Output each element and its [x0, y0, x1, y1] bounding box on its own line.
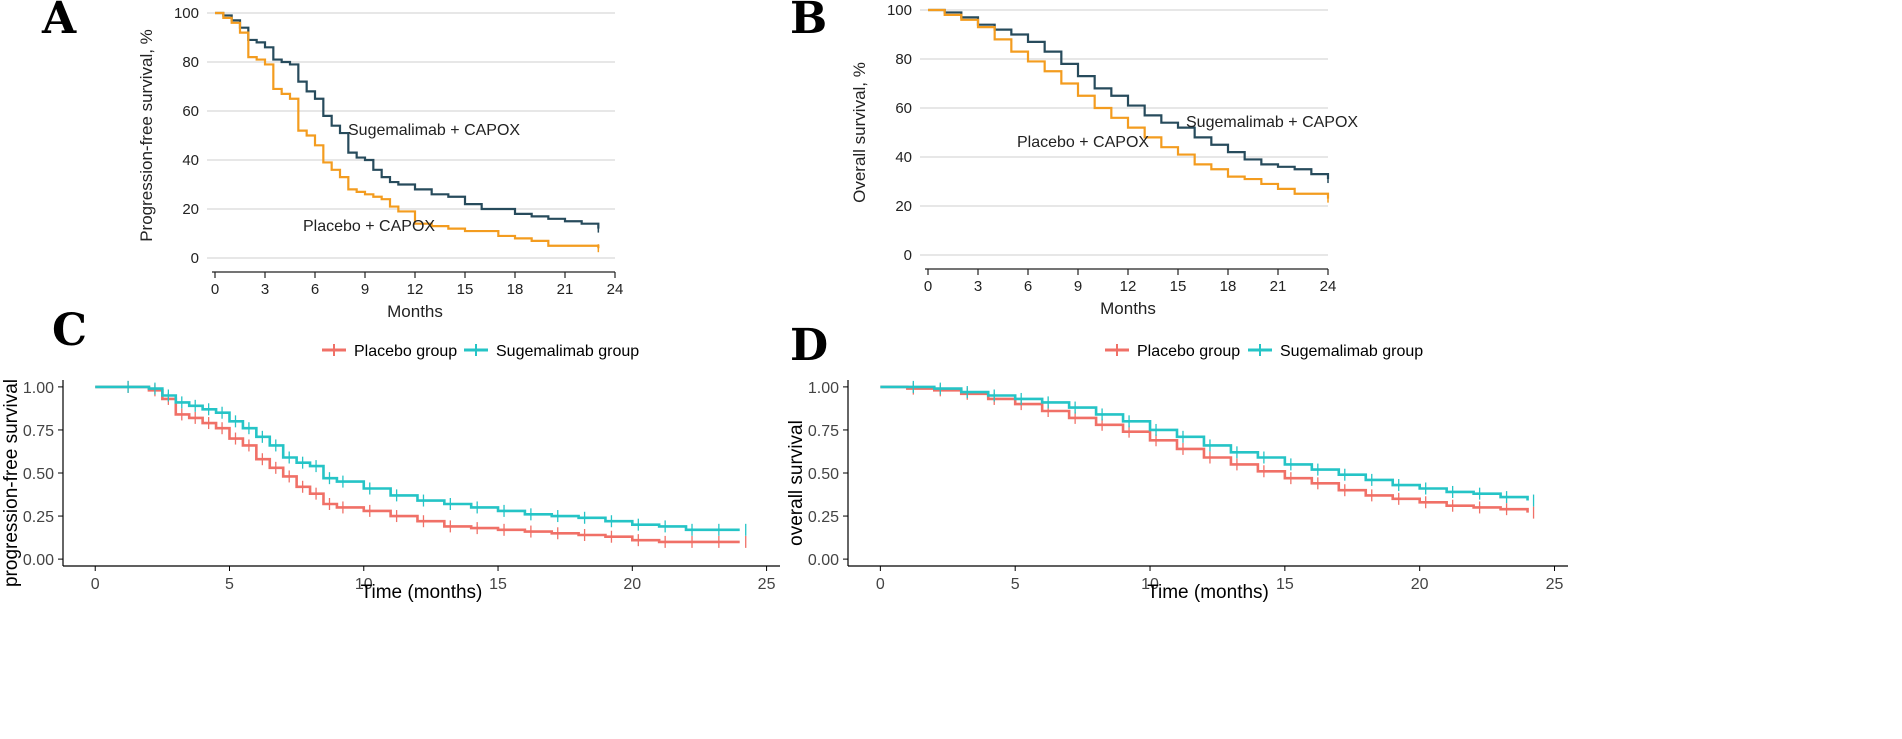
y-tick-label: 1.00: [808, 380, 839, 397]
y-axis-label: Overall survival, %: [850, 62, 869, 203]
panel-d: D 0.00 0.25 0.50 0.75 1.00 0 5 10 15 20 25 Time (mon…: [786, 320, 1568, 603]
y-tick-label: 40: [182, 152, 199, 169]
y-tick-label: 60: [895, 100, 912, 117]
y-tick-label: 0: [191, 250, 199, 267]
legend-label: Sugemalimab group: [496, 343, 639, 360]
y-tick-label: 0: [904, 247, 912, 264]
y-axis-label: progression-free survival: [1, 379, 22, 587]
x-tick-label: 5: [225, 576, 234, 593]
y-tick-label: 0.75: [23, 423, 54, 440]
x-tick-label: 20: [1411, 576, 1429, 593]
y-tick-label: 1.00: [23, 380, 54, 397]
y-tick-label: 0.50: [23, 466, 54, 483]
series-line-placebo-capox: [215, 11, 600, 249]
y-tick-label: 20: [895, 198, 912, 215]
x-tick-label: 6: [1024, 278, 1032, 295]
y-tick-label: 20: [182, 201, 199, 218]
y-tick-label: 80: [182, 54, 199, 71]
y-tick-label: 40: [895, 149, 912, 166]
panel-letter: B: [790, 0, 827, 44]
y-tick-label: 80: [895, 51, 912, 68]
x-tick-label: 3: [261, 281, 269, 298]
x-tick-label: 25: [1546, 576, 1564, 593]
x-tick-label: 24: [607, 281, 624, 298]
x-tick-label: 12: [1120, 278, 1137, 295]
panel-c: C 0.00 0.25 0.50 0.75 1.00 0 5 10 15 20 25 Time (mon…: [1, 305, 780, 603]
x-tick-label: 6: [311, 281, 319, 298]
x-tick-label: 18: [507, 281, 524, 298]
y-tick-label: 100: [174, 5, 199, 22]
series-line-placebo-capox: [928, 8, 1330, 199]
x-tick-label: 15: [1276, 576, 1294, 593]
x-tick-label: 21: [557, 281, 574, 298]
legend-label: Placebo group: [1137, 343, 1240, 360]
panel-letter: C: [52, 305, 87, 356]
x-axis-label: Time (months): [361, 582, 483, 603]
y-tick-label: 0.25: [808, 509, 839, 526]
x-tick-label: 15: [457, 281, 474, 298]
series-annotation: Sugemalimab + CAPOX: [348, 122, 520, 139]
panel-letter: A: [41, 0, 77, 44]
series-annotation: Placebo + CAPOX: [303, 218, 435, 235]
y-tick-label: 60: [182, 103, 199, 120]
x-tick-label: 3: [974, 278, 982, 295]
x-tick-label: 0: [211, 281, 219, 298]
x-tick-label: 9: [361, 281, 369, 298]
x-tick-label: 5: [1011, 576, 1020, 593]
panel-b: B 0 20 40 60 80 100 0 3 6 9 12 15 18 21 24 Months Overall…: [790, 0, 1358, 318]
y-axis-label: Progression-free survival, %: [137, 29, 156, 242]
x-tick-label: 15: [489, 576, 507, 593]
series-line-sugemalimab-capox: [215, 11, 600, 229]
series-line-sugemalimab-group: [880, 385, 1529, 501]
x-tick-label: 18: [1220, 278, 1237, 295]
x-tick-label: 12: [407, 281, 424, 298]
x-tick-label: 0: [91, 576, 100, 593]
x-tick-label: 15: [1170, 278, 1187, 295]
x-tick-label: 24: [1320, 278, 1337, 295]
legend-label: Placebo group: [354, 343, 457, 360]
x-tick-label: 25: [758, 576, 776, 593]
x-axis-label: Time (months): [1147, 582, 1269, 603]
y-tick-label: 0.00: [23, 552, 54, 569]
x-tick-label: 10: [1141, 576, 1159, 593]
x-tick-label: 0: [924, 278, 932, 295]
panel-letter: D: [790, 320, 828, 371]
series-line-placebo-group: [95, 385, 740, 544]
x-axis-label: Months: [1100, 299, 1156, 318]
series-annotation: Placebo + CAPOX: [1017, 134, 1149, 151]
series-line-sugemalimab-capox: [928, 8, 1330, 180]
x-tick-label: 20: [623, 576, 641, 593]
y-tick-label: 0.50: [808, 466, 839, 483]
series-line-placebo-group: [880, 385, 1529, 513]
x-tick-label: 0: [876, 576, 885, 593]
y-tick-label: 0.00: [808, 552, 839, 569]
series-annotation: Sugemalimab + CAPOX: [1186, 114, 1358, 131]
y-tick-label: 0.75: [808, 423, 839, 440]
series-line-sugemalimab-group: [95, 385, 740, 532]
x-tick-label: 9: [1074, 278, 1082, 295]
y-axis-label: overall survival: [786, 420, 807, 546]
panel-a: A 0 20 40 60 80 100 0 3 6 9 12 15 18 21 24 Months Progres…: [41, 0, 623, 321]
x-tick-label: 21: [1270, 278, 1287, 295]
y-tick-label: 100: [887, 2, 912, 19]
x-axis-label: Months: [387, 302, 443, 321]
y-tick-label: 0.25: [23, 509, 54, 526]
legend-label: Sugemalimab group: [1280, 343, 1423, 360]
x-tick-label: 10: [355, 576, 373, 593]
